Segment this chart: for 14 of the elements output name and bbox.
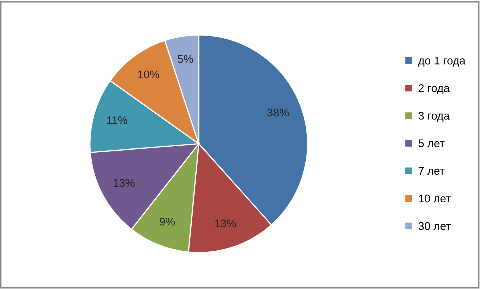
data-label: 13%	[215, 220, 236, 228]
legend-label: 30 лет	[418, 222, 451, 230]
legend-label: 5 лет	[418, 140, 445, 148]
legend-label: 10 лет	[419, 194, 451, 203]
legend-label: 3 года	[418, 112, 450, 122]
legend-label: 2 года	[418, 84, 450, 94]
legend-label: 7 лет	[418, 167, 445, 176]
data-label: 9%	[160, 218, 176, 226]
data-label: 11%	[107, 116, 128, 124]
data-label: 13%	[114, 179, 135, 188]
data-label: 5%	[178, 55, 194, 64]
data-label: 38%	[268, 108, 290, 117]
data-label: 10%	[138, 70, 160, 79]
legend-label: до 1 года	[418, 56, 466, 67]
